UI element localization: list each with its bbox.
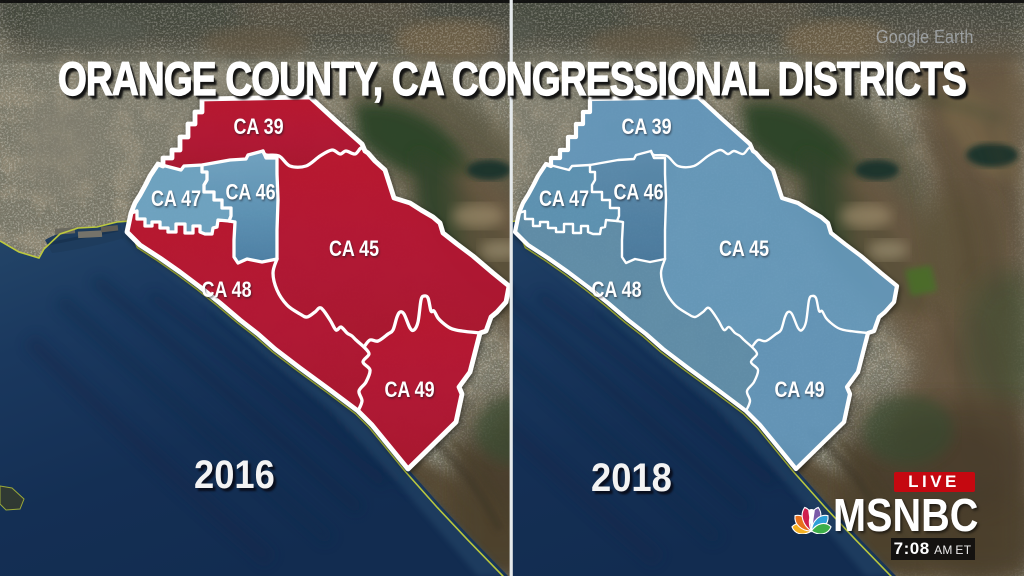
- svg-text:CA 45: CA 45: [719, 237, 769, 261]
- svg-text:CA 47: CA 47: [151, 187, 201, 211]
- svg-text:CA 49: CA 49: [774, 378, 824, 402]
- svg-text:CA 48: CA 48: [591, 278, 641, 302]
- svg-text:CA 46: CA 46: [225, 181, 275, 205]
- svg-text:CA 39: CA 39: [233, 115, 283, 139]
- svg-text:CA 48: CA 48: [201, 278, 251, 302]
- svg-text:CA 47: CA 47: [539, 187, 589, 211]
- svg-text:CA 45: CA 45: [329, 237, 379, 261]
- svg-text:CA 46: CA 46: [613, 181, 663, 205]
- svg-text:CA 49: CA 49: [384, 378, 434, 402]
- svg-text:CA 39: CA 39: [621, 115, 671, 139]
